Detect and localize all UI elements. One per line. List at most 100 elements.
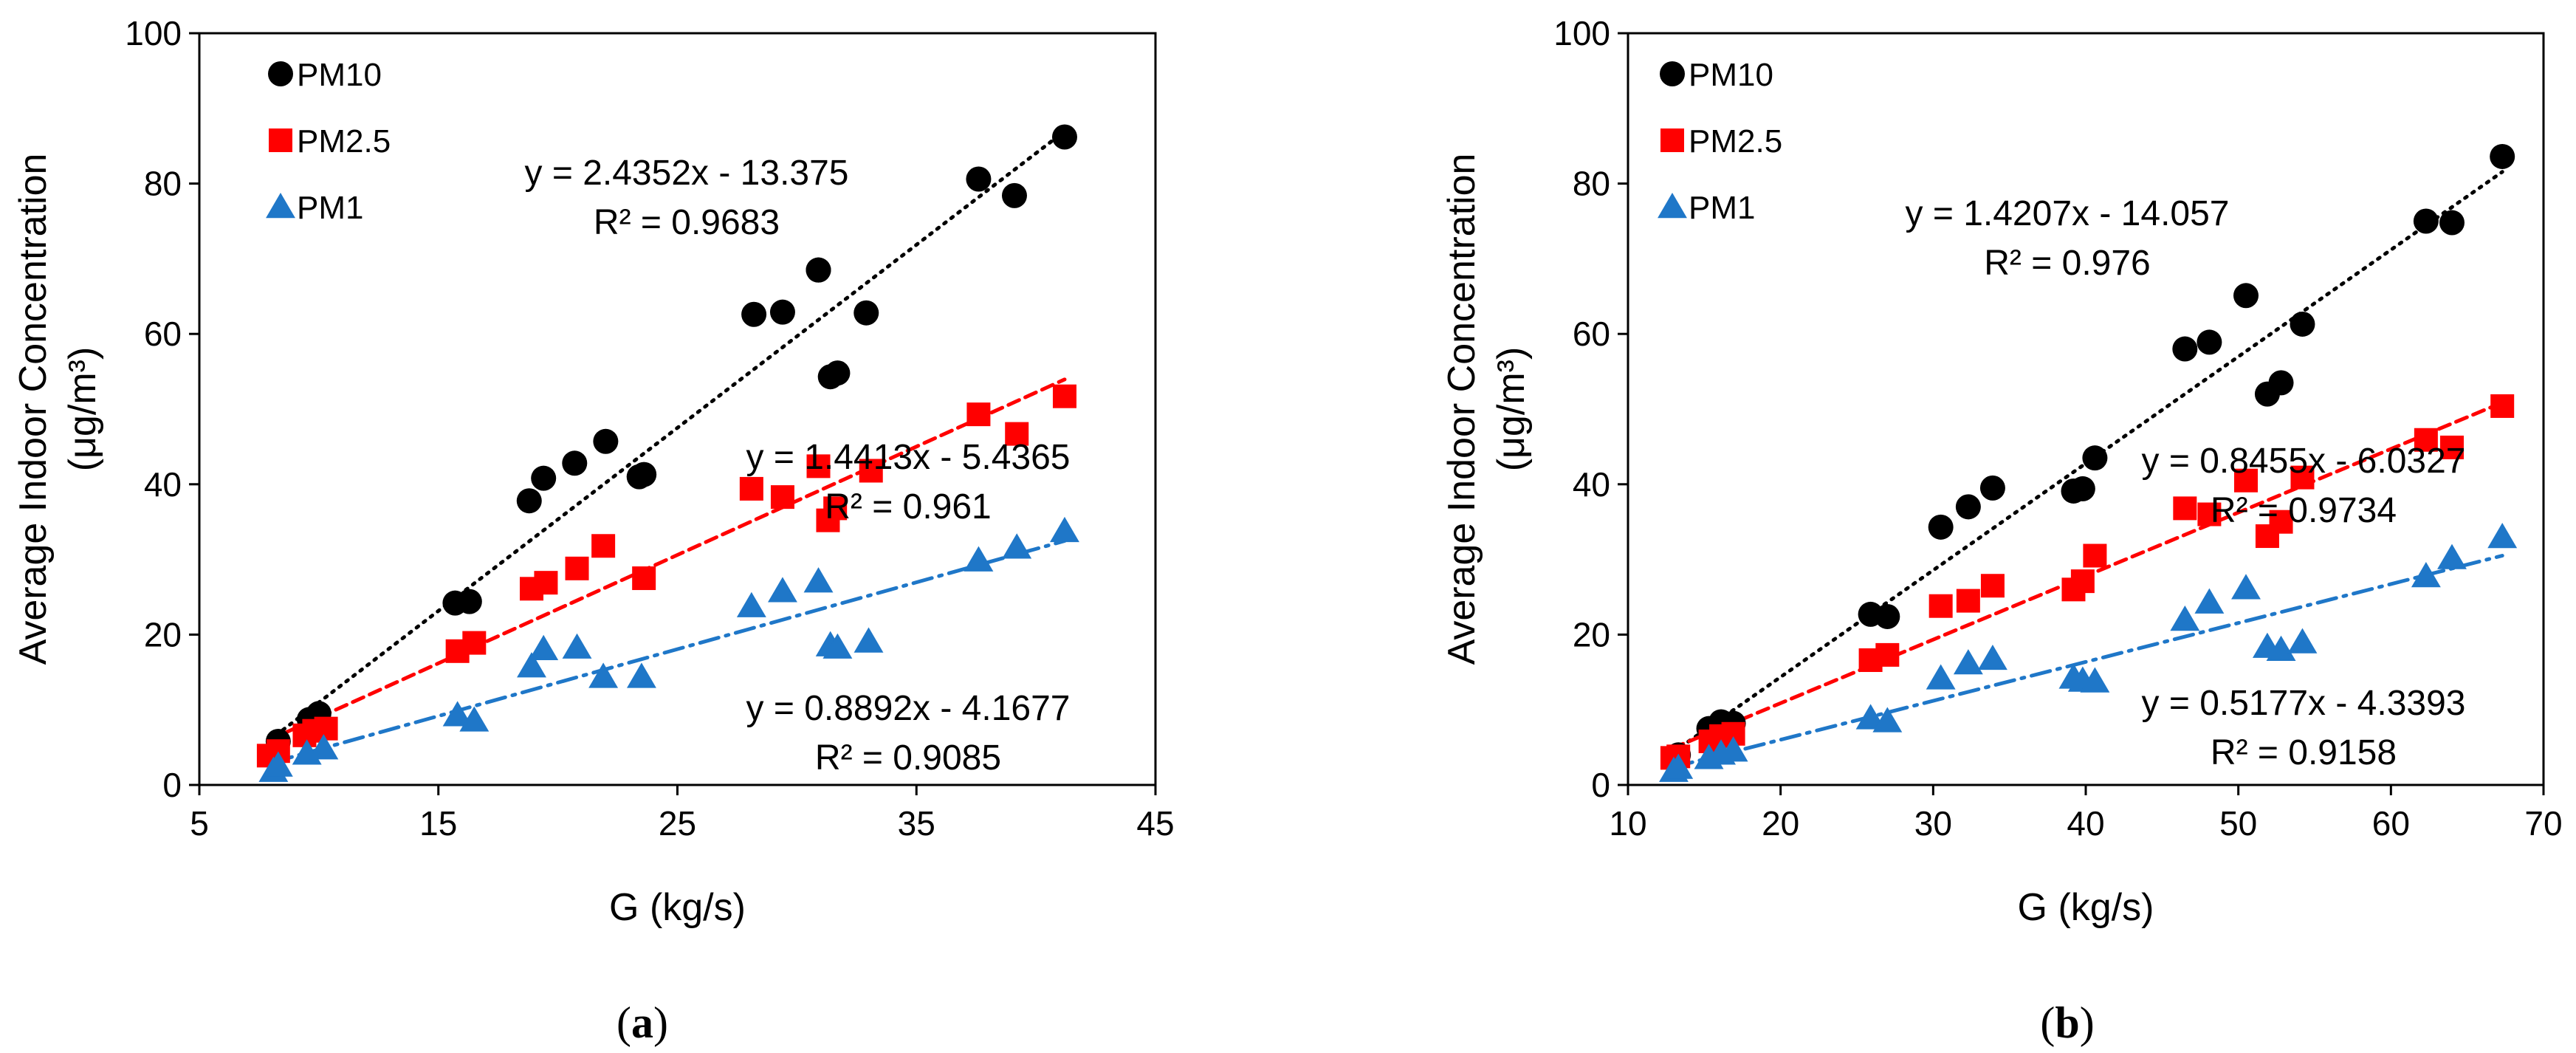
data-point-pm25 — [2070, 569, 2095, 594]
data-point-pm1 — [736, 591, 766, 617]
data-point-pm25 — [565, 556, 589, 580]
legend-marker-pm1 — [266, 193, 295, 219]
regression-equation: y = 0.5177x - 4.3393 — [2142, 684, 2466, 723]
data-point-pm25 — [2197, 502, 2222, 526]
data-point-pm1 — [1855, 704, 1886, 730]
data-point-pm1 — [1977, 644, 2007, 670]
series-pm25 — [256, 384, 1076, 768]
trendline-pm1 — [1672, 553, 2504, 769]
y-tick-label: 0 — [1591, 766, 1610, 804]
data-point-pm25 — [1052, 384, 1076, 408]
x-tick-label: 60 — [2372, 804, 2410, 843]
data-point-pm25 — [2234, 468, 2258, 493]
data-point-pm10 — [531, 465, 557, 491]
legend-label: PM10 — [297, 57, 382, 93]
data-point-pm10 — [593, 428, 619, 454]
trendline-pm1 — [271, 538, 1067, 764]
data-point-pm1 — [529, 634, 559, 660]
data-point-pm10 — [1979, 475, 2005, 501]
x-tick-label: 15 — [419, 804, 457, 843]
data-point-pm1 — [517, 652, 546, 678]
chart-panel-b: 0 20 40 60 80 100 10 20 30 40 50 60 70 G (kg/s) Averag… — [1440, 14, 2563, 1047]
data-point-pm25 — [314, 716, 338, 741]
data-point-pm25 — [2269, 510, 2293, 534]
data-point-pm1 — [1926, 664, 1956, 690]
data-point-pm1 — [1002, 533, 1032, 559]
data-point-pm1 — [2194, 588, 2225, 614]
x-tick-label: 35 — [898, 804, 935, 843]
data-point-pm1 — [964, 546, 994, 572]
data-point-pm1 — [2080, 667, 2110, 693]
y-tick-label: 100 — [1553, 14, 1610, 52]
data-point-pm10 — [1928, 514, 1954, 540]
x-tick-label: 45 — [1136, 804, 1174, 843]
x-tick-label: 20 — [1762, 804, 1799, 843]
x-tick-label: 25 — [659, 804, 696, 843]
y-tick-label: 100 — [125, 14, 182, 52]
legend-marker-pm10 — [268, 61, 293, 86]
data-point-pm1 — [2287, 628, 2318, 654]
data-point-pm10 — [2490, 143, 2515, 169]
data-point-pm25 — [1980, 574, 2005, 598]
data-point-pm10 — [806, 257, 831, 283]
y-tick-label: 40 — [1573, 465, 1610, 504]
data-point-pm25 — [1005, 422, 1029, 446]
panel-label: (b) — [2040, 998, 2094, 1047]
data-point-pm10 — [2233, 283, 2259, 309]
r-squared-label: R² = 0.9158 — [2211, 733, 2397, 772]
data-point-pm1 — [459, 706, 490, 732]
y-tick-label: 60 — [144, 315, 182, 353]
data-point-pm25 — [462, 631, 487, 655]
data-point-pm1 — [1663, 753, 1694, 779]
legend-marker-pm25 — [1660, 128, 1684, 152]
legend-label: PM2.5 — [1689, 123, 1782, 160]
data-point-pm1 — [2437, 543, 2467, 569]
data-point-pm1 — [1872, 707, 1903, 733]
data-point-pm10 — [853, 300, 879, 326]
data-point-pm10 — [741, 301, 767, 327]
data-point-pm10 — [2197, 329, 2222, 355]
data-point-pm25 — [1956, 589, 1980, 613]
regression-equation: y = 2.4352x - 13.375 — [525, 154, 849, 193]
data-point-pm25 — [2490, 394, 2515, 418]
data-point-pm10 — [2172, 336, 2198, 362]
data-point-pm25 — [770, 485, 794, 510]
data-point-pm1 — [2411, 561, 2441, 588]
data-point-pm10 — [2070, 476, 2095, 501]
data-point-pm1 — [2231, 574, 2261, 600]
y-axis-title: Average Indoor Concentration — [12, 154, 55, 665]
chart-panel-a: 0 20 40 60 80 100 5 15 25 35 45 G (kg/s) Average Ind… — [12, 14, 1175, 1047]
data-point-pm25 — [1875, 642, 1900, 667]
r-squared-label: R² = 0.976 — [1984, 244, 2150, 283]
legend-marker-pm1 — [1658, 193, 1687, 219]
regression-equation: y = 1.4413x - 5.4365 — [746, 438, 1071, 477]
y-tick-label: 20 — [144, 615, 182, 654]
x-tick-label: 70 — [2524, 804, 2562, 843]
data-point-pm10 — [1875, 603, 1900, 629]
data-point-pm1 — [442, 701, 473, 727]
data-point-pm10 — [2268, 370, 2294, 396]
r-squared-label: R² = 0.961 — [825, 487, 991, 526]
data-point-pm25 — [966, 402, 991, 427]
y-tick-label: 20 — [1573, 615, 1610, 654]
data-point-pm10 — [516, 488, 542, 514]
data-point-pm25 — [1928, 594, 1953, 618]
data-point-pm10 — [2290, 311, 2315, 337]
series-pm1 — [1659, 523, 2518, 782]
data-point-pm25 — [859, 459, 883, 483]
regression-equation: y = 0.8455x - 6.0327 — [2142, 442, 2466, 481]
y-tick-label: 0 — [162, 766, 182, 804]
data-point-pm1 — [2170, 606, 2200, 631]
data-point-pm1 — [803, 567, 834, 593]
data-point-pm10 — [2413, 208, 2439, 234]
data-point-pm25 — [632, 566, 656, 591]
data-point-pm1 — [1718, 736, 1748, 762]
data-point-pm1 — [1953, 649, 1983, 675]
legend-marker-pm25 — [269, 128, 292, 152]
data-point-pm1 — [768, 577, 797, 603]
data-point-pm25 — [2083, 543, 2107, 568]
data-point-pm25 — [2290, 465, 2315, 490]
data-point-pm10 — [2439, 210, 2465, 236]
legend-marker-pm10 — [1660, 61, 1685, 86]
y-axis-unit: (μg/m³) — [61, 347, 104, 472]
